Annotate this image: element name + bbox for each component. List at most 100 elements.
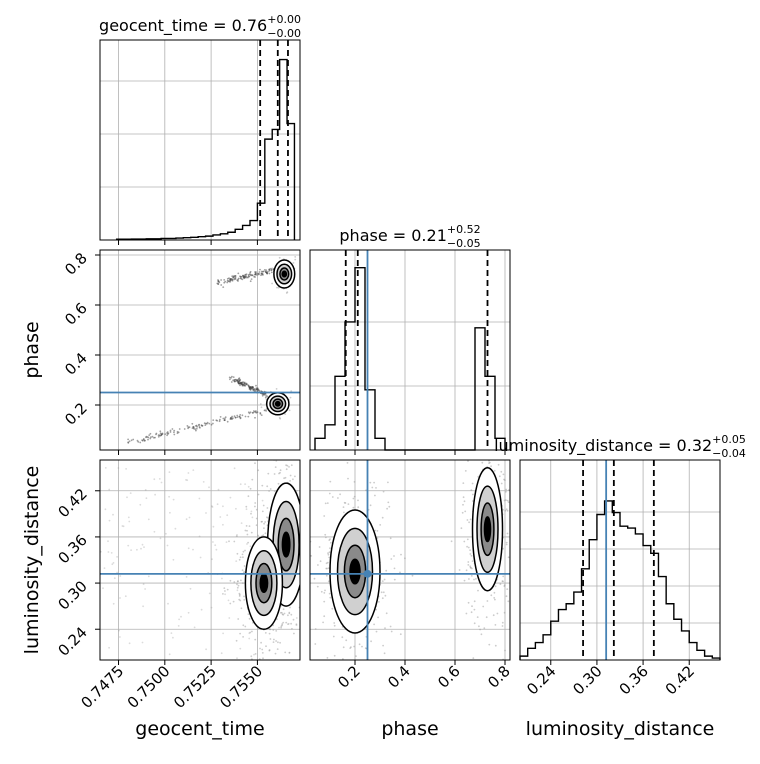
sample-point-571	[472, 657, 475, 659]
sample-point-354	[494, 624, 497, 626]
sample-point-728	[172, 636, 174, 639]
sample-point-660	[160, 481, 163, 484]
sample-point-118	[381, 516, 384, 519]
sample-point-0	[307, 477, 309, 479]
sample-point-0	[306, 281, 308, 283]
sample-point-238	[260, 414, 263, 416]
sample-point-631	[236, 586, 239, 589]
sample-point-682	[126, 496, 128, 499]
sample-point-758	[236, 657, 238, 660]
quantile-lines	[582, 460, 655, 660]
sample-point-270	[238, 415, 241, 418]
sample-point-250	[319, 560, 322, 563]
sample-point-757	[107, 551, 110, 553]
sample-point-355	[142, 438, 145, 440]
sample-point-566	[233, 581, 236, 583]
sample-point-176	[298, 432, 300, 434]
sample-point-282	[390, 630, 393, 633]
sample-point-122	[327, 553, 330, 556]
sample-point-303	[292, 478, 294, 481]
sample-point-182	[319, 576, 321, 578]
sample-point-369	[500, 482, 503, 485]
sample-point-72	[375, 630, 378, 633]
sample-point-436	[255, 508, 258, 511]
sample-point-155	[251, 274, 254, 277]
sample-point-643	[187, 611, 190, 614]
sample-point-402	[517, 572, 519, 574]
sample-point-465	[248, 525, 251, 527]
sample-point-515	[237, 618, 240, 620]
sample-point-344	[502, 473, 505, 476]
axes-frame	[99, 39, 301, 241]
sample-point-119	[296, 436, 298, 438]
sample-point-78	[283, 477, 285, 480]
sample-point-435	[231, 375, 233, 378]
sample-point-328	[159, 432, 162, 435]
sample-point-496	[505, 543, 508, 546]
sample-point-493	[239, 382, 241, 385]
sample-point-477	[247, 613, 250, 615]
sample-point-497	[223, 587, 226, 589]
sample-point-519	[281, 623, 284, 625]
sample-point-284	[171, 428, 174, 430]
sample-point-364	[512, 563, 514, 565]
sample-point-520	[462, 496, 465, 499]
sample-point-109	[301, 520, 303, 522]
sample-point-623	[468, 578, 470, 580]
sample-point-353	[176, 430, 179, 433]
sample-point-419	[490, 465, 492, 468]
sample-point-38	[250, 512, 252, 515]
sample-point-775	[251, 516, 254, 519]
sample-point-42	[254, 462, 256, 465]
sample-point-707	[208, 486, 210, 489]
sample-point-731	[245, 508, 248, 511]
sample-point-325	[232, 417, 234, 419]
sample-point-713	[212, 541, 214, 543]
sample-point-655	[222, 523, 224, 526]
sample-point-235	[128, 440, 131, 443]
sample-point-7	[294, 256, 297, 258]
sample-point-675	[112, 562, 115, 564]
sample-point-267	[327, 580, 330, 583]
sample-point-440	[507, 600, 510, 603]
sample-point-105	[383, 578, 386, 581]
sample-point-268	[333, 654, 336, 657]
sample-point-564	[241, 582, 244, 584]
sample-point-733	[108, 519, 111, 522]
sample-point-72	[288, 409, 291, 412]
sample-point-383	[244, 529, 247, 532]
sample-point-484	[503, 584, 506, 586]
sample-point-59	[257, 534, 259, 537]
sample-point-617	[472, 493, 474, 496]
sample-point-478	[254, 388, 257, 391]
sample-point-148	[254, 638, 257, 641]
sample-point-287	[305, 603, 307, 605]
sample-point-115	[224, 280, 227, 283]
sample-point-783	[117, 467, 120, 469]
sample-point-656	[212, 525, 215, 528]
sample-point-167	[275, 665, 277, 667]
sample-point-147	[323, 600, 326, 603]
sample-point-200	[268, 269, 271, 272]
sample-point-475	[257, 389, 260, 392]
sample-point-269	[304, 644, 306, 646]
sample-point-166	[270, 425, 272, 427]
sample-point-247	[289, 606, 291, 609]
sample-point-299	[316, 585, 319, 588]
sample-point-350	[256, 411, 259, 414]
sample-point-93	[282, 608, 285, 611]
xlabel-geocent-time: geocent_time	[135, 718, 264, 740]
sample-point-82	[302, 515, 304, 517]
sample-point-254	[370, 640, 372, 643]
sample-point-327	[476, 412, 478, 414]
sample-point-273	[150, 436, 152, 438]
sample-point-237	[339, 493, 341, 496]
sample-point-770	[211, 506, 214, 508]
sample-point-329	[485, 616, 488, 619]
sample-point-27	[278, 256, 281, 259]
quantile-lines	[344, 250, 489, 450]
sample-point-778	[177, 625, 180, 627]
sample-point-447	[238, 595, 241, 597]
